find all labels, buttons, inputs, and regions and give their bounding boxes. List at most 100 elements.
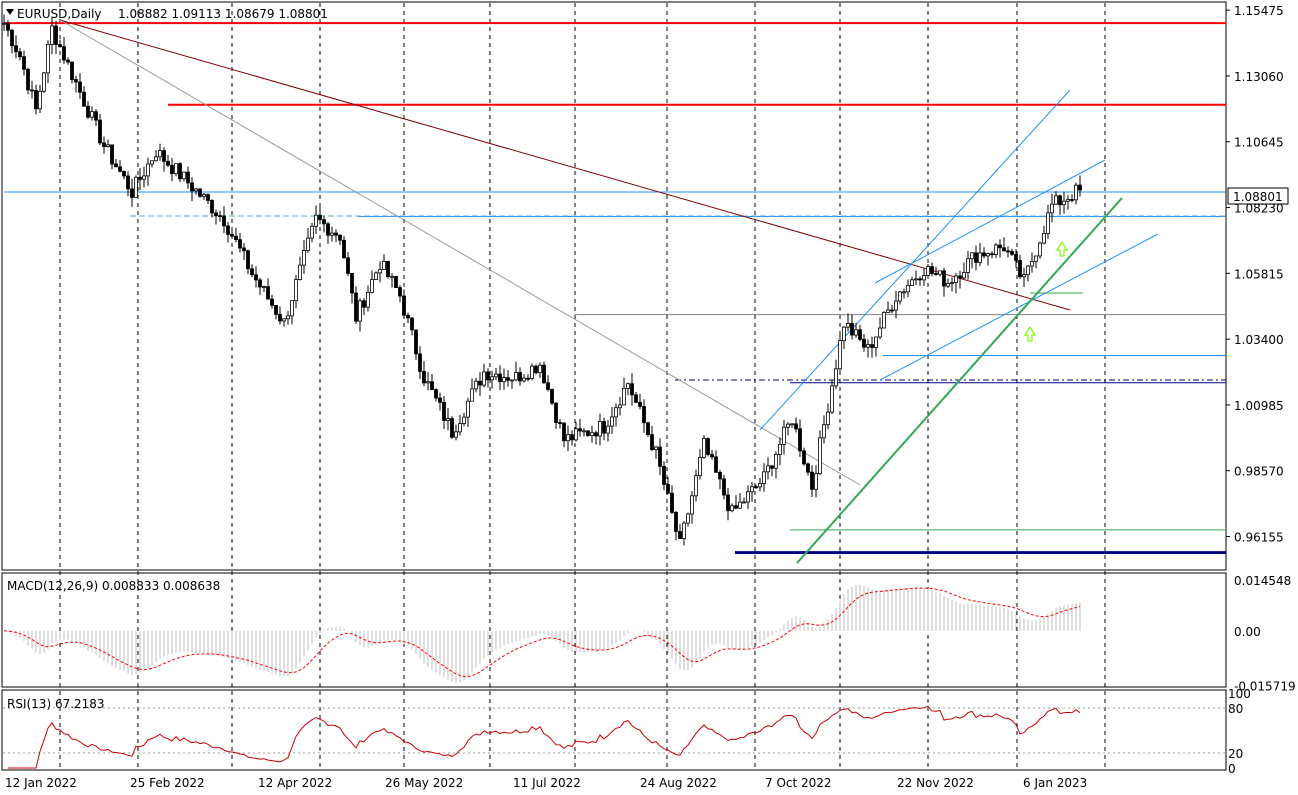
candle-body xyxy=(414,329,418,355)
candle-body xyxy=(370,279,374,293)
candle-body xyxy=(514,372,518,381)
y-tick-label: 0.96155 xyxy=(1234,531,1284,545)
candle-body xyxy=(822,424,826,439)
candle-body xyxy=(374,272,378,281)
candle-body xyxy=(326,223,330,236)
candle-body xyxy=(934,273,938,275)
candle-body xyxy=(846,323,850,328)
candle-body xyxy=(138,176,142,180)
candle-body xyxy=(510,379,514,382)
candle-body xyxy=(910,279,914,286)
channel-mid-line xyxy=(874,159,1106,284)
candle-body xyxy=(634,394,638,403)
candle-body xyxy=(818,437,822,475)
channel-upper-line xyxy=(759,89,1071,431)
candle-body xyxy=(282,318,286,322)
candle-body xyxy=(114,163,118,168)
panel-frames xyxy=(1,1,1227,771)
candle-body xyxy=(658,446,662,467)
x-tick-label: 6 Jan 2023 xyxy=(1023,776,1087,790)
candle-body xyxy=(954,275,958,283)
candle-body xyxy=(982,252,986,257)
candle-body xyxy=(502,377,506,383)
candle-body xyxy=(50,25,54,45)
macd-series xyxy=(3,584,1081,683)
candle-body xyxy=(570,434,574,441)
candle-body xyxy=(458,423,462,433)
dropdown-triangle-icon[interactable] xyxy=(6,9,14,15)
candle-body xyxy=(218,215,222,217)
candle-body xyxy=(566,434,570,442)
candle-body xyxy=(790,423,794,426)
candle-body xyxy=(782,426,786,445)
candle-body xyxy=(902,291,906,294)
candle-body xyxy=(826,411,830,426)
candle-body xyxy=(90,111,94,118)
x-tick-label: 24 Aug 2022 xyxy=(640,776,717,790)
candle-body xyxy=(490,376,494,381)
y-tick-label: 1.08230 xyxy=(1234,202,1284,216)
candle-body xyxy=(1030,261,1034,267)
candle-body xyxy=(190,182,194,192)
horizontal-levels xyxy=(4,22,1226,554)
x-tick-label: 7 Oct 2022 xyxy=(765,776,832,790)
candle-body xyxy=(670,492,674,513)
candle-body xyxy=(94,111,98,121)
candle-body xyxy=(118,166,122,172)
candle-body xyxy=(538,364,542,374)
candle-body xyxy=(978,252,982,263)
candle-body xyxy=(134,176,138,198)
candle-body xyxy=(874,336,878,348)
candle-body xyxy=(418,353,422,372)
candle-body xyxy=(1002,247,1006,252)
candle-body xyxy=(434,389,438,399)
grey-trendline xyxy=(59,19,861,486)
candle-body xyxy=(718,471,722,480)
candle-body xyxy=(258,279,262,288)
candle-body xyxy=(678,531,682,539)
candle-body xyxy=(590,432,594,436)
candle-body xyxy=(778,443,782,455)
macd-y-tick-label: 0.014548 xyxy=(1234,574,1291,588)
candle-body xyxy=(866,344,870,348)
candle-body xyxy=(646,422,650,436)
candle-body xyxy=(350,273,354,294)
candle-body xyxy=(710,453,714,458)
candle-body xyxy=(310,225,314,239)
green-support-trendline xyxy=(796,197,1123,564)
candle-body xyxy=(390,275,394,278)
rsi-y-tick-label: 80 xyxy=(1228,702,1243,716)
candle-body xyxy=(38,90,42,110)
candle-body xyxy=(266,286,270,300)
candle-body xyxy=(386,260,390,278)
candle-body xyxy=(750,486,754,493)
rsi-panel-frame xyxy=(1,689,1227,771)
candle-body xyxy=(398,287,402,297)
candle-body xyxy=(786,423,790,428)
y-tick-label: 1.10645 xyxy=(1234,136,1284,150)
price-title-group: EURUSD,Daily 1.08882 1.09113 1.08679 1.0… xyxy=(6,7,328,21)
symbol-title: EURUSD,Daily xyxy=(17,7,102,21)
y-tick-label: 1.15475 xyxy=(1234,4,1284,18)
candle-body xyxy=(830,385,834,413)
candle-body xyxy=(498,373,502,383)
rsi-y-tick-label: 100 xyxy=(1228,687,1251,701)
candle-body xyxy=(290,300,294,317)
candle-body xyxy=(1018,260,1022,278)
candle-body xyxy=(550,389,554,404)
candle-body xyxy=(946,283,950,287)
candle-body xyxy=(882,312,886,329)
up-arrow-icon xyxy=(1023,325,1037,342)
candle-body xyxy=(654,446,658,451)
candle-body xyxy=(462,416,466,425)
candle-body xyxy=(650,434,654,451)
rsi-y-tick-label: 20 xyxy=(1228,747,1243,761)
candle-body xyxy=(870,344,874,348)
candle-body xyxy=(586,430,590,436)
candle-body xyxy=(210,200,214,214)
current-price-label: 1.08801 xyxy=(1233,190,1283,204)
candle-body xyxy=(814,473,818,490)
candle-body xyxy=(926,266,930,276)
candle-body xyxy=(174,163,178,174)
